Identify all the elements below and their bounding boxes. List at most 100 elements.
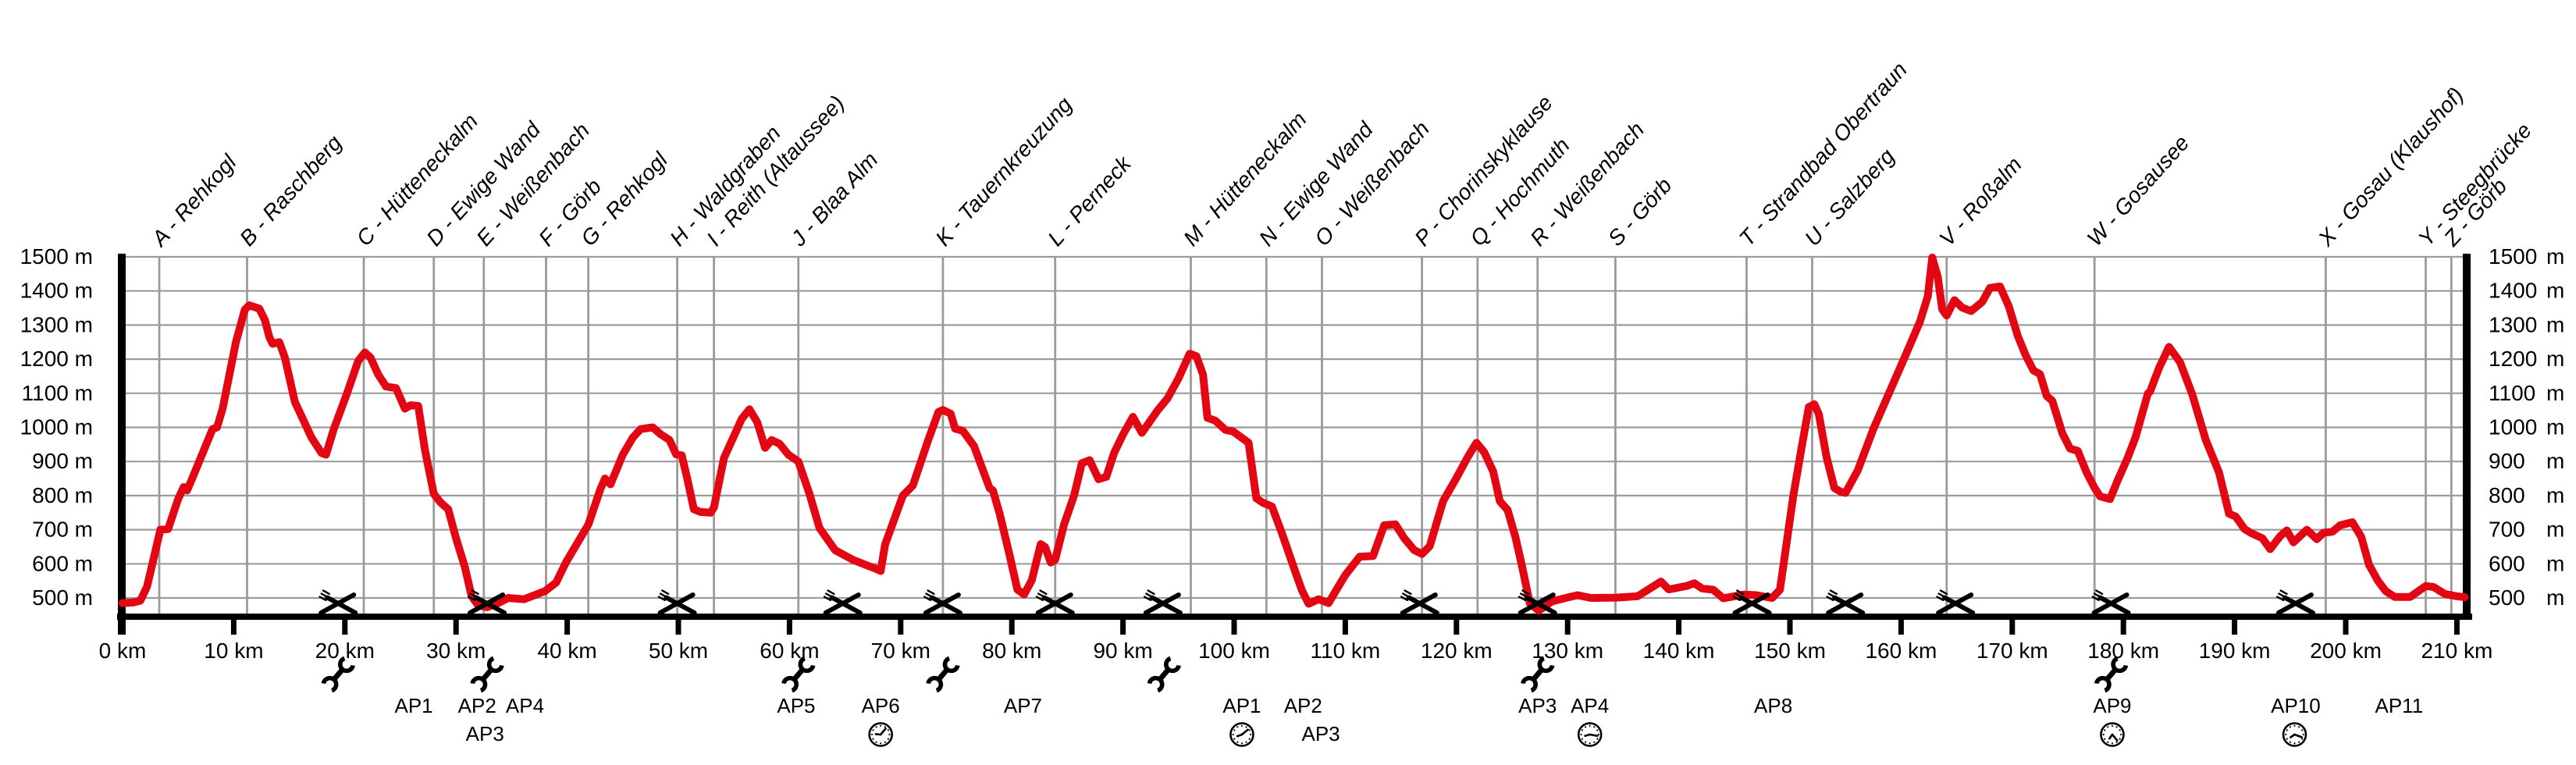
clock-hour-hand [1236,733,1244,738]
y-axis-label-left: 600 m [32,551,93,575]
km-tick [1342,620,1348,635]
clock-dot [887,729,889,731]
clock-dot [2301,729,2304,731]
aid-point-label: AP4 [506,694,544,717]
clock-dot [880,742,882,745]
clock-dot [884,726,886,728]
aid-point-label: AP2 [1284,694,1322,717]
aid-point-label: AP10 [2271,694,2321,717]
fork-tine [1037,592,1046,599]
y-axis-label-left: 1000 m [20,415,93,439]
km-tick [1453,620,1460,635]
clock-dot [872,729,874,731]
fork-tine [1826,596,1834,602]
x-tick-label: 140 km [1643,639,1715,663]
clock-icon [868,722,893,747]
clock-dot [875,726,877,728]
wrench-icon [1521,656,1555,693]
fork-tine [2276,596,2285,602]
wrench-jaw-top [798,656,816,674]
y-axis-label-left: 1300 m [20,312,93,336]
fork-tine [1827,592,1836,599]
clock-dot [1596,738,1599,740]
clock-hour-hand [874,733,882,736]
fork-tine [827,589,835,595]
y-axis-right-bar [2463,254,2471,618]
x-tick-label: 0 km [99,639,147,663]
waypoint-label: B - Raschberg [235,130,347,251]
food-station-icon [1517,589,1557,615]
aid-point-label: AP3 [1518,694,1557,717]
clock-dot [2293,724,2296,727]
wrench-jaw-bottom [470,675,488,693]
fork-tine [1400,596,1409,602]
km-tick [675,620,681,635]
x-tick-label: 200 km [2310,639,2382,663]
x-tick-label: 50 km [649,639,708,663]
axis-labels: 1500 m 1500 m 1400 m 1400 m 1300 m 1300 m 1200 m 1… [20,244,2565,663]
clock-dot [1233,738,1236,740]
food-station-icon [1143,589,1183,615]
y-axis-label-right: 1500 m [2489,244,2564,269]
clock-dot [1233,729,1236,731]
km-tick [1120,620,1126,635]
clock-minute-hand [2111,733,2119,742]
fork [1406,595,1439,615]
km-tick [898,620,904,635]
km-tick [786,620,792,635]
wrench-jaw-bottom [321,675,339,693]
km-tick [453,620,459,635]
clock-dot [888,733,891,736]
fork-tine [657,596,666,602]
km-tick [1009,620,1015,635]
aid-point-label: AP11 [2375,694,2424,717]
clock-dot [872,738,874,740]
y-axis-label-right: 1300 m [2489,312,2564,336]
wrench-jaw-bottom [781,675,799,693]
food-station-icon [2275,589,2315,615]
clock-hour-hand [2108,733,2114,740]
fork-tine [1829,589,1838,595]
fork-tine [468,596,476,602]
fork [2282,595,2315,615]
wrench-jaw-top [1164,656,1181,674]
km-tick [2120,620,2126,635]
food-station-icon [923,589,962,615]
food-station-icon [318,589,358,615]
clock-dot [884,741,886,743]
x-tick-label: 90 km [1093,639,1152,663]
fork-tine [2091,596,2100,602]
km-tick [1676,620,1682,635]
clock-dot [870,733,873,736]
km-tick [2453,620,2460,635]
y-axis-label-left: 500 m [32,585,93,610]
clock-icon [1577,722,1603,747]
fork-tine [469,592,478,599]
x-tick-label: 40 km [537,639,596,663]
wrench-jaw-top [486,656,504,674]
y-axis-label-right: 1000 m [2489,415,2564,439]
km-tick [564,620,571,635]
aid-point-label: AP2 [458,694,496,717]
clock-dot [1236,726,1239,728]
km-tick [342,620,348,635]
y-axis-label-left: 1100 m [22,381,93,405]
aid-point-label: AP3 [1301,722,1340,745]
clock-dot [2120,733,2122,736]
x-axis-baseline [117,614,2472,620]
clock-dot [2286,738,2288,740]
x-tick-label: 160 km [1865,639,1937,663]
food-station-icon [1936,589,1976,615]
clock-dot [2293,742,2296,745]
fork-tine [1404,589,1412,595]
clock-dot [1581,729,1584,731]
clock-dot [1597,733,1599,736]
clock-dot [880,724,882,727]
clock-dot [1232,733,1234,736]
clock-dot [2107,741,2109,743]
aid-point-label: AP4 [1571,694,1609,717]
x-tick-label: 210 km [2421,639,2492,663]
fork-tine [1520,592,1528,599]
clock-dot [2119,729,2121,731]
